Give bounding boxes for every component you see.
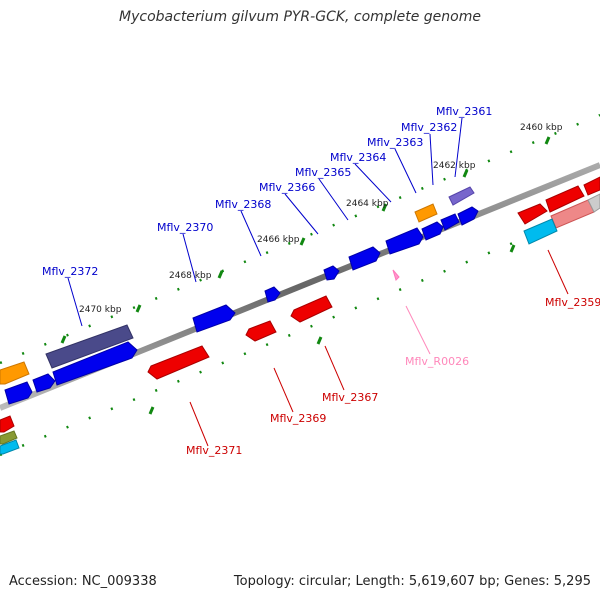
gene-reverse[interactable] (583, 176, 600, 196)
callout-line (67, 277, 83, 327)
label-mflv-2359[interactable]: Mflv_2359 (545, 296, 600, 309)
callout-line (189, 401, 209, 447)
label-mflv-2372[interactable]: Mflv_2372 (42, 265, 98, 278)
gene-forward[interactable] (421, 221, 444, 241)
label-mflv-2363[interactable]: Mflv_2363 (367, 136, 423, 149)
gene-forward[interactable] (32, 373, 56, 393)
gene-mflv-2361[interactable] (448, 186, 475, 206)
major-tick (217, 270, 224, 279)
gene-mflv-2367[interactable] (290, 295, 333, 323)
callout-line (354, 163, 392, 203)
callout-line-ncrna (405, 305, 431, 355)
major-ticks (60, 136, 551, 415)
scale-label-2470: 2470 kbp (79, 305, 122, 315)
major-tick (299, 237, 306, 246)
callout-line (547, 249, 569, 295)
forward-strand-genes (0, 186, 479, 405)
gene-mflv-r0026[interactable] (392, 269, 400, 281)
label-mflv-2365[interactable]: Mflv_2365 (295, 166, 351, 179)
scale-labels: 2460 kbp 2462 kbp 2464 kbp 2466 kbp 2468… (79, 123, 563, 315)
gene-cyan[interactable] (0, 439, 20, 455)
gene-forward[interactable] (457, 206, 479, 226)
genome-title: Mycobacterium gilvum PYR-GCK, complete g… (119, 9, 481, 25)
gene-forward[interactable] (264, 286, 281, 303)
gene-mflv-2372[interactable] (45, 324, 134, 369)
gene-forward[interactable] (192, 304, 236, 333)
gene-forward[interactable] (4, 381, 33, 405)
gene-mflv-2362[interactable] (414, 203, 438, 223)
reverse-callouts (189, 249, 569, 447)
gene-orange[interactable] (0, 361, 30, 385)
scale-label-2468: 2468 kbp (169, 271, 212, 281)
forward-gene-labels: Mflv_2361 Mflv_2362 Mflv_2363 Mflv_2364 … (42, 105, 492, 278)
scale-label-2462: 2462 kbp (433, 161, 476, 171)
callout-line (454, 117, 463, 178)
gene-forward[interactable] (323, 265, 340, 281)
gene-gray[interactable] (587, 193, 600, 213)
major-tick (509, 244, 516, 253)
label-mflv-2364[interactable]: Mflv_2364 (330, 151, 386, 164)
major-tick (135, 304, 142, 313)
label-mflv-2361[interactable]: Mflv_2361 (436, 105, 492, 118)
callout-line (284, 193, 319, 235)
gene-reverse[interactable] (545, 185, 585, 213)
gene-olive[interactable] (0, 430, 18, 445)
gene-reverse[interactable] (0, 415, 15, 433)
label-mflv-2367[interactable]: Mflv_2367 (322, 391, 378, 404)
scale-label-2464: 2464 kbp (346, 199, 389, 209)
callout-line (394, 148, 417, 194)
gene-forward[interactable] (348, 246, 381, 271)
label-mflv-2368[interactable]: Mflv_2368 (215, 198, 271, 211)
reverse-gene-labels: Mflv_2359 Mflv_2367 Mflv_2369 Mflv_2371 (186, 296, 600, 457)
forward-callouts (67, 117, 463, 327)
callout-line (318, 178, 349, 221)
label-mflv-2362[interactable]: Mflv_2362 (401, 121, 457, 134)
major-tick (462, 169, 469, 178)
accession-text: Accession: NC_009338 (9, 574, 157, 589)
label-mflv-r0026[interactable]: Mflv_R0026 (405, 355, 469, 368)
genome-stats: Topology: circular; Length: 5,619,607 bp… (233, 574, 591, 589)
major-tick (544, 136, 551, 145)
callout-line (273, 367, 294, 413)
scale-label-2460: 2460 kbp (520, 123, 563, 133)
gene-mflv-2359[interactable] (523, 218, 558, 245)
callout-line (324, 345, 345, 391)
major-tick (316, 336, 323, 345)
gene-mflv-2371[interactable] (147, 345, 210, 380)
major-tick (60, 335, 67, 344)
callout-line (182, 233, 197, 283)
gene-forward[interactable] (52, 341, 138, 386)
callout-line (240, 210, 262, 257)
major-tick (381, 203, 388, 212)
gene-mflv-2369[interactable] (245, 320, 277, 342)
label-mflv-2370[interactable]: Mflv_2370 (157, 221, 213, 234)
reverse-strand-genes (0, 176, 600, 455)
scale-label-2466: 2466 kbp (257, 235, 300, 245)
outer-scale-line (0, 113, 600, 365)
label-mflv-2369[interactable]: Mflv_2369 (270, 412, 326, 425)
major-tick (148, 406, 155, 415)
label-mflv-2371[interactable]: Mflv_2371 (186, 444, 242, 457)
callout-line (429, 133, 434, 186)
gene-forward[interactable] (440, 213, 460, 231)
gene-reverse[interactable] (517, 203, 548, 225)
gene-forward[interactable] (385, 227, 424, 255)
label-mflv-2366[interactable]: Mflv_2366 (259, 181, 315, 194)
